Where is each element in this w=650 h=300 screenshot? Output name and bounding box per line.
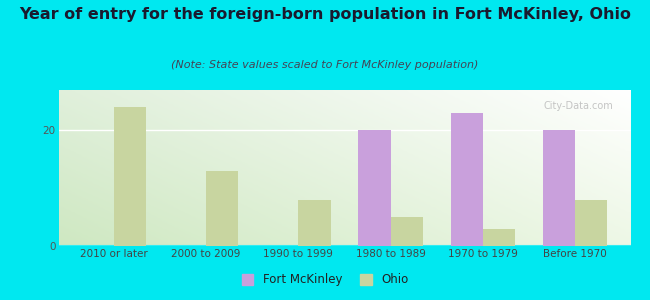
Bar (206, 171, 239, 246)
Bar (298, 200, 331, 246)
Bar (358, 130, 391, 246)
Text: City-Data.com: City-Data.com (543, 101, 614, 111)
Text: (Note: State values scaled to Fort McKinley population): (Note: State values scaled to Fort McKin… (172, 60, 478, 70)
Bar (114, 107, 146, 246)
Bar (483, 229, 515, 246)
Legend: Fort McKinley, Ohio: Fort McKinley, Ohio (237, 269, 413, 291)
Bar (543, 130, 575, 246)
Bar (391, 217, 423, 246)
Bar (450, 113, 483, 246)
Text: Year of entry for the foreign-born population in Fort McKinley, Ohio: Year of entry for the foreign-born popul… (19, 8, 631, 22)
Bar (575, 200, 608, 246)
